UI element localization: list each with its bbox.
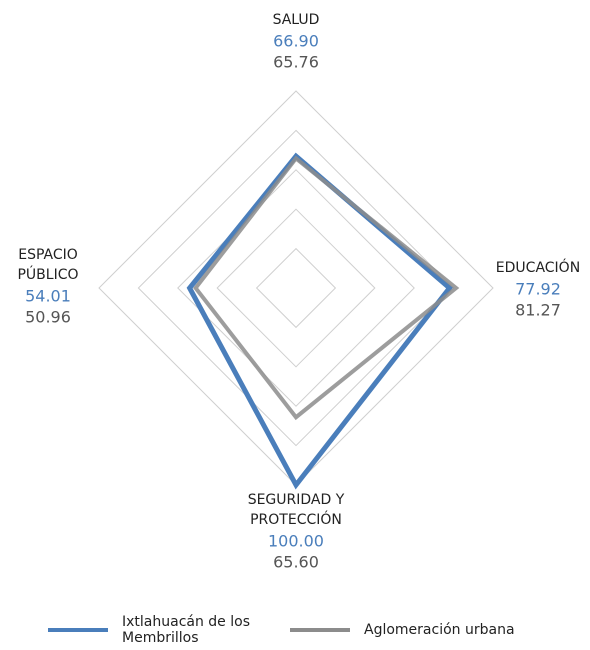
series-line — [186, 152, 453, 490]
legend-swatch — [48, 628, 108, 632]
category-label: ESPACIO PÚBLICO — [17, 247, 78, 283]
legend-swatch — [290, 628, 350, 632]
value-label: 81.27 — [515, 301, 561, 320]
value-label: 50.96 — [25, 308, 71, 327]
category-label: SALUD — [273, 12, 320, 28]
value-label: 65.76 — [273, 53, 319, 72]
legend-item: Aglomeración urbana — [290, 612, 590, 648]
grid-ring — [98, 90, 494, 486]
value-label: 65.60 — [273, 553, 319, 572]
category-label: SEGURIDAD Y PROTECCIÓN — [248, 492, 345, 528]
grid-ring — [177, 169, 415, 407]
value-label: 77.92 — [515, 280, 561, 299]
legend-item: Ixtlahuacán de los Membrillos — [48, 612, 292, 648]
legend-label: Aglomeración urbana — [364, 622, 515, 638]
category-label: EDUCACIÓN — [496, 258, 580, 276]
chart: SALUD 66.90 65.76 EDUCACIÓN 77.92 81.27 SEGURI… — [17, 12, 580, 572]
value-label: 54.01 — [25, 287, 71, 306]
grid-ring — [137, 129, 455, 447]
grid-ring — [255, 247, 337, 329]
value-label: 66.90 — [273, 32, 319, 51]
legend-label: Ixtlahuacán de los Membrillos — [122, 614, 250, 646]
series-line — [193, 155, 460, 421]
value-label: 100.00 — [268, 532, 324, 551]
grid-ring — [216, 208, 376, 368]
